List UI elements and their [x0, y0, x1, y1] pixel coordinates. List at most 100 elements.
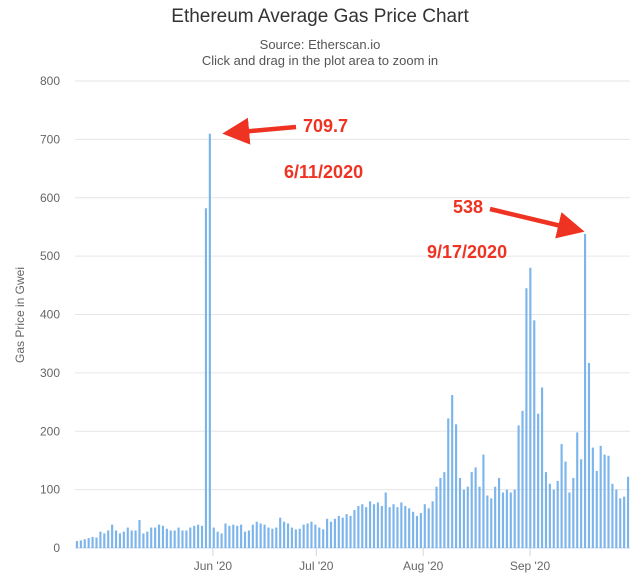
- bar[interactable]: [322, 529, 325, 548]
- bar[interactable]: [150, 527, 153, 548]
- bar[interactable]: [443, 472, 446, 548]
- bar[interactable]: [302, 524, 305, 548]
- bar[interactable]: [392, 504, 395, 548]
- bar[interactable]: [611, 483, 614, 548]
- bar[interactable]: [427, 508, 430, 548]
- bar[interactable]: [525, 288, 528, 548]
- bar[interactable]: [349, 515, 352, 548]
- bar[interactable]: [517, 425, 520, 548]
- bar[interactable]: [220, 533, 223, 548]
- bar[interactable]: [474, 467, 477, 548]
- bar[interactable]: [396, 507, 399, 548]
- bar[interactable]: [83, 539, 86, 548]
- bar[interactable]: [564, 461, 567, 548]
- bar[interactable]: [310, 521, 313, 548]
- bar[interactable]: [372, 504, 376, 548]
- bar[interactable]: [255, 521, 258, 548]
- bar[interactable]: [412, 511, 415, 548]
- bar[interactable]: [505, 489, 508, 549]
- bar[interactable]: [236, 525, 239, 548]
- bar[interactable]: [365, 507, 368, 548]
- bar[interactable]: [607, 455, 610, 548]
- bar[interactable]: [466, 486, 469, 548]
- bar[interactable]: [247, 530, 250, 548]
- bar-series[interactable]: [75, 133, 630, 549]
- bar[interactable]: [259, 523, 262, 548]
- bar[interactable]: [134, 530, 137, 548]
- bar[interactable]: [431, 501, 434, 548]
- bar[interactable]: [306, 523, 309, 548]
- bar[interactable]: [556, 480, 559, 548]
- bar[interactable]: [580, 459, 583, 548]
- bar[interactable]: [603, 454, 606, 548]
- bar[interactable]: [298, 528, 301, 548]
- bar[interactable]: [161, 525, 165, 548]
- bar[interactable]: [240, 524, 243, 548]
- bar[interactable]: [497, 477, 501, 548]
- bar[interactable]: [154, 527, 157, 548]
- bar[interactable]: [193, 525, 196, 548]
- bar[interactable]: [455, 424, 458, 548]
- bar[interactable]: [552, 489, 555, 549]
- bar[interactable]: [122, 531, 125, 548]
- bar[interactable]: [423, 504, 426, 548]
- bar[interactable]: [568, 492, 571, 548]
- bar[interactable]: [501, 492, 505, 548]
- bar[interactable]: [447, 418, 450, 548]
- bar[interactable]: [189, 527, 192, 548]
- bar[interactable]: [595, 470, 598, 548]
- bar[interactable]: [138, 519, 141, 548]
- bar[interactable]: [87, 538, 90, 548]
- bar[interactable]: [626, 476, 630, 548]
- bar[interactable]: [75, 541, 79, 548]
- bar[interactable]: [533, 320, 536, 548]
- bar[interactable]: [494, 486, 497, 548]
- bar[interactable]: [107, 530, 110, 548]
- bar[interactable]: [619, 498, 622, 548]
- bar[interactable]: [404, 505, 407, 548]
- bar[interactable]: [173, 530, 176, 548]
- bar[interactable]: [169, 530, 172, 548]
- bar[interactable]: [341, 517, 344, 548]
- bar[interactable]: [540, 387, 544, 548]
- bar[interactable]: [615, 489, 618, 549]
- bar[interactable]: [283, 521, 286, 548]
- bar[interactable]: [142, 533, 145, 548]
- bar[interactable]: [165, 528, 168, 548]
- bar[interactable]: [458, 477, 462, 548]
- bar[interactable]: [357, 505, 360, 548]
- bar[interactable]: [177, 527, 180, 548]
- bar[interactable]: [369, 501, 372, 548]
- bar[interactable]: [482, 454, 485, 548]
- bar[interactable]: [478, 486, 481, 548]
- bar[interactable]: [576, 432, 579, 548]
- bar[interactable]: [204, 208, 208, 548]
- bar[interactable]: [279, 517, 282, 548]
- bar[interactable]: [337, 515, 340, 548]
- bar[interactable]: [384, 492, 387, 548]
- bar[interactable]: [267, 527, 270, 548]
- bar[interactable]: [419, 512, 422, 548]
- bar[interactable]: [208, 133, 211, 548]
- bar[interactable]: [126, 527, 129, 548]
- bar[interactable]: [376, 502, 379, 548]
- bar[interactable]: [548, 483, 551, 548]
- bar[interactable]: [326, 518, 329, 548]
- bar[interactable]: [271, 528, 274, 548]
- bar[interactable]: [329, 521, 333, 548]
- bar[interactable]: [318, 527, 321, 548]
- bar[interactable]: [95, 537, 98, 548]
- bar[interactable]: [470, 472, 473, 548]
- bar[interactable]: [415, 515, 419, 548]
- bar[interactable]: [263, 524, 266, 548]
- bar[interactable]: [490, 498, 493, 548]
- bar[interactable]: [290, 527, 293, 548]
- bar[interactable]: [623, 496, 626, 548]
- bar[interactable]: [243, 531, 247, 548]
- bar[interactable]: [228, 525, 231, 548]
- bar[interactable]: [599, 445, 602, 548]
- bar[interactable]: [185, 530, 188, 548]
- bar[interactable]: [212, 527, 215, 548]
- bar[interactable]: [353, 510, 356, 548]
- bar[interactable]: [560, 444, 563, 548]
